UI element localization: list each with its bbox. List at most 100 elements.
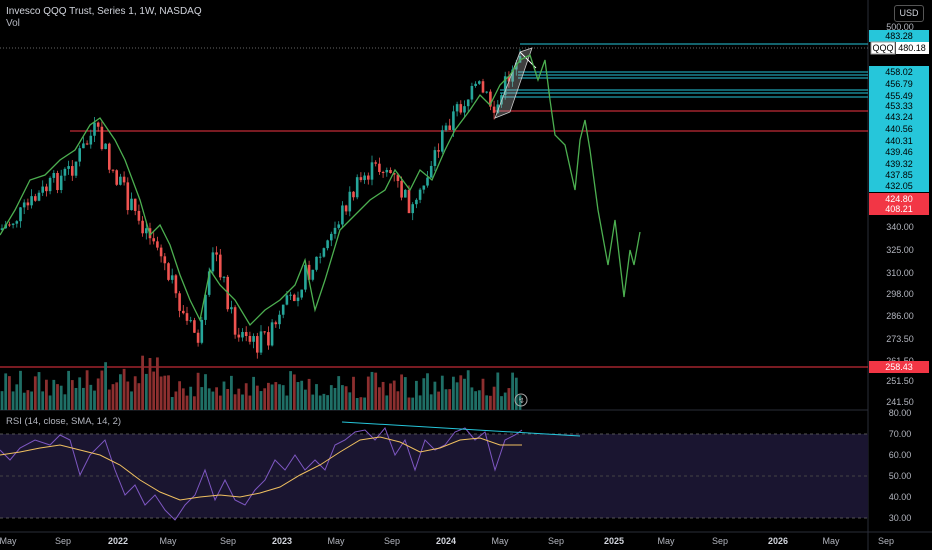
volume-bar [15,384,19,410]
rsi-indicator-label[interactable]: RSI (14, close, SMA, 14, 2) [6,416,122,427]
bottom-level-tag [869,361,929,373]
candle-body [433,150,437,166]
volume-bar [215,387,218,410]
candle-body [270,322,274,346]
volume-bar [311,394,315,410]
volume-bar [196,372,200,410]
candle-body [285,295,289,305]
candle-body [244,332,248,336]
price-level-value: 439.32 [885,159,913,169]
volume-bar [63,394,67,410]
candle-body [367,175,370,180]
price-level-value: 453.33 [885,101,913,111]
volume-bar [359,397,363,410]
candle-body [133,198,137,211]
volume-bar [226,389,230,410]
candle-body [215,252,218,255]
candle-body [152,238,155,242]
volume-bar [82,387,85,410]
volume-bar [511,372,514,410]
volume-bar [115,382,119,410]
candle-body [145,228,148,234]
time-label: Sep [712,536,728,546]
candle-body [185,313,189,321]
candle-body [8,224,11,226]
price-level-tag [869,146,929,158]
candle-body [415,199,418,205]
volume-bar [222,381,226,410]
candle-body [374,162,377,164]
volume-bar [489,395,492,410]
candle-body [170,275,174,280]
price-axis[interactable]: 500.00 340.00 325.00 310.00 298.00 286.00 273.… [869,22,929,407]
volume-bar [274,382,278,410]
candle-body [52,173,56,178]
replay-icon[interactable] [514,393,528,407]
candle-body [252,336,255,342]
candle-body [22,202,26,208]
volume-label: Vol [6,18,20,29]
time-label: May [491,536,509,546]
volume-bar [89,384,93,410]
price-level-tag [869,66,929,78]
candle-body [455,104,459,112]
bottom-level-value: 258.43 [885,362,913,372]
candle-body [318,256,322,258]
volume-bar [252,376,255,410]
volume-bar [459,375,463,410]
candle-body [222,276,226,278]
price-level-value: 440.56 [885,124,913,134]
price-tick: 310.00 [886,268,914,278]
candle-body [315,256,318,270]
time-label: Sep [384,536,400,546]
price-level-tag [869,135,929,147]
candle-body [126,182,130,211]
volume-bar [26,390,30,410]
rsi-tick: 50.00 [889,471,912,481]
candle-body [85,143,89,145]
candle-body [359,177,363,181]
volume-bar [137,383,141,410]
candle-body [474,83,477,87]
candle-body [130,198,133,211]
volume-bar [392,380,396,410]
candle-body [200,319,204,343]
volume-bar [167,375,170,410]
candle-body [352,191,355,198]
candle-body [137,210,141,221]
currency-button[interactable]: USD [894,5,924,22]
price-level-value: 437.85 [885,170,913,180]
projection-line[interactable] [0,54,641,327]
candle-body [511,69,514,82]
time-label: 2023 [272,536,292,546]
volume-bar [111,384,115,410]
volume-bar [185,395,189,410]
candle-body [248,335,252,342]
volume-bar [285,395,289,410]
rsi-axis[interactable]: 80.00 70.00 60.00 50.00 40.00 30.00 [889,408,912,523]
candle-body [196,332,200,343]
current-price-tag [896,42,929,54]
candle-body [108,143,111,170]
candle-body [204,294,207,320]
candle-body [466,99,470,107]
volume-bar [104,362,107,410]
candle-body [104,143,107,150]
candle-body [304,264,307,290]
rising-channel-drawing[interactable] [494,47,533,119]
volume-bar [411,397,415,410]
candle-body [15,221,19,224]
rsi-divergence-line[interactable] [341,421,581,437]
volume-bar [200,387,204,410]
volume-bar [444,389,448,410]
time-axis[interactable]: May Sep 2022 May Sep 2023 May Sep 2024 May Sep 2025… [0,536,894,546]
volume-bar [174,391,178,410]
candle-body [241,332,244,338]
volume-bar [56,384,59,410]
candle-body [459,104,463,113]
volume-bar [100,370,104,410]
volume-bar [126,381,130,410]
volume-bar [355,397,359,410]
chart-title: Invesco QQQ Trust, Series 1, 1W, NASDAQ [6,6,202,17]
